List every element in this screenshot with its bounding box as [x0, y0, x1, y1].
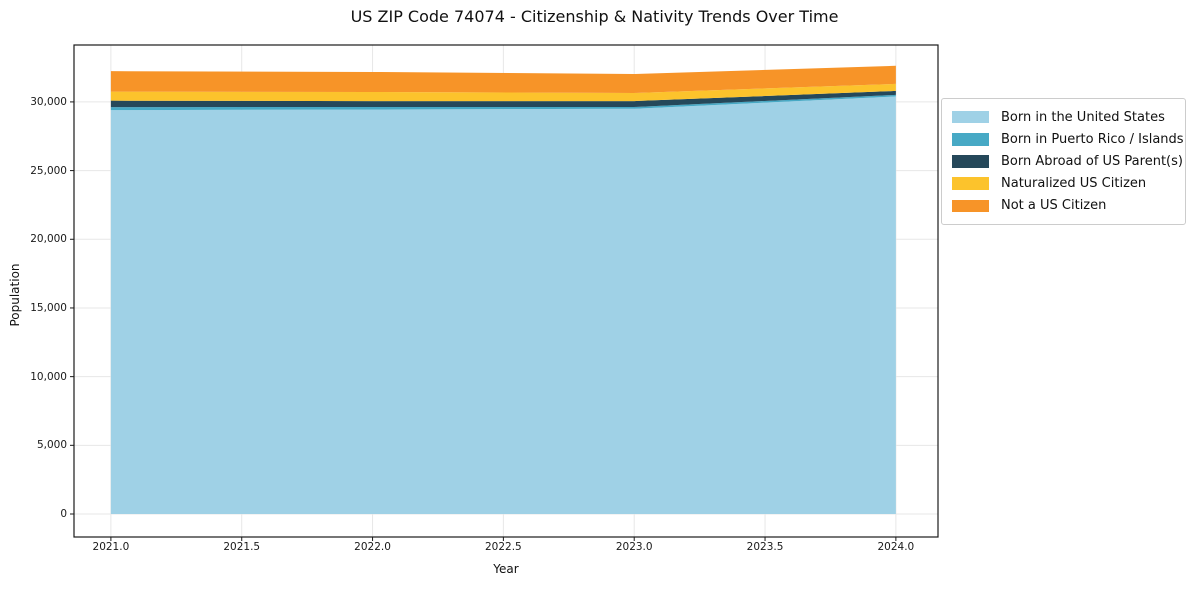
x-tick-label: 2022.0	[354, 541, 391, 553]
legend-swatch-born-abroad	[952, 155, 989, 168]
legend-item: Born in the United States	[952, 106, 1175, 128]
x-tick-label: 2024.0	[877, 541, 915, 553]
x-tick-label: 2023.0	[615, 541, 653, 553]
y-tick-label: 5,000	[36, 439, 67, 452]
y-tick-label: 10,000	[30, 370, 67, 383]
y-tick-label: 30,000	[30, 95, 67, 108]
legend-item: Naturalized US Citizen	[952, 173, 1175, 195]
legend-label: Born in the United States	[1001, 109, 1165, 125]
legend-label: Born Abroad of US Parent(s)	[1001, 153, 1183, 169]
x-tick-label: 2021.0	[92, 541, 130, 553]
legend-item: Born in Puerto Rico / Islands	[952, 128, 1184, 150]
legend-item: Not a US Citizen	[952, 195, 1175, 217]
x-axis-label: Year	[493, 562, 519, 576]
x-tick-label: 2023.5	[746, 541, 784, 553]
legend-label: Not a US Citizen	[1001, 198, 1107, 214]
legend: Born in the United States Born in Puerto…	[941, 98, 1186, 225]
legend-label: Born in Puerto Rico / Islands	[1001, 131, 1184, 147]
x-tick-label: 2022.5	[485, 541, 522, 553]
legend-swatch-not-citizen	[952, 199, 989, 213]
legend-label: Naturalized US Citizen	[1001, 176, 1147, 192]
y-tick-label: 15,000	[30, 301, 67, 314]
y-tick-label: 0	[60, 508, 67, 520]
y-axis-label: Population	[8, 263, 22, 327]
chart-title: US ZIP Code 74074 - Citizenship & Nativi…	[350, 7, 839, 26]
legend-swatch-born-us	[952, 110, 989, 124]
legend-swatch-naturalized	[952, 177, 989, 190]
x-tick-label: 2021.5	[223, 541, 261, 553]
y-tick-label: 20,000	[30, 233, 67, 246]
legend-swatch-born-pr-islands	[952, 133, 989, 146]
y-tick-label: 25,000	[30, 164, 67, 177]
legend-item: Born Abroad of US Parent(s)	[952, 150, 1183, 172]
